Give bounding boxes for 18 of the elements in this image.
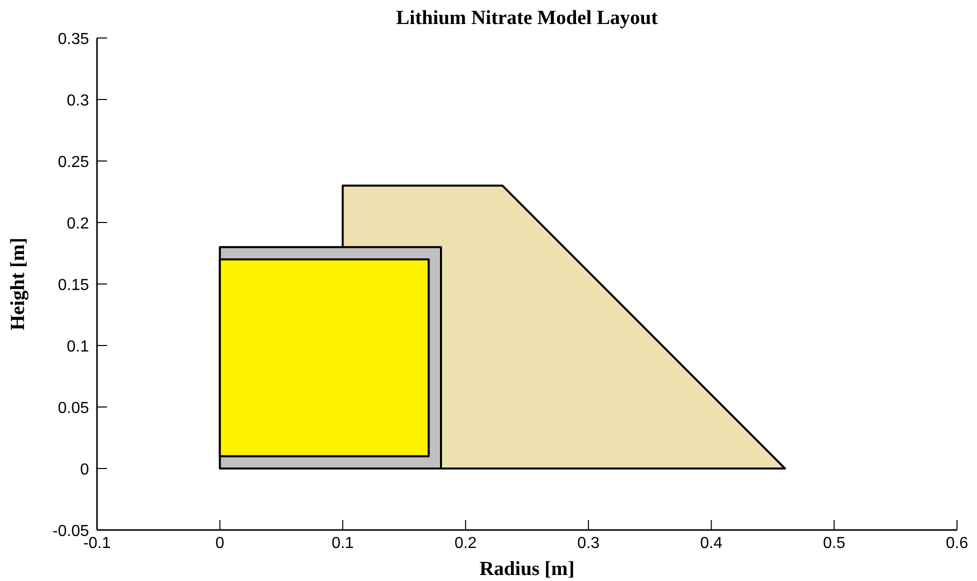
y-tick-label: 0.1 xyxy=(66,338,90,356)
x-tick-label: 0.2 xyxy=(454,535,477,552)
x-tick-label: 0.4 xyxy=(700,535,723,552)
x-tick-label: 0.3 xyxy=(577,535,600,552)
x-axis-title: Radius [m] xyxy=(479,558,575,580)
x-tick-label: 0.6 xyxy=(946,535,968,552)
y-tick-label: 0.15 xyxy=(58,277,90,294)
y-tick-label: 0.35 xyxy=(58,31,90,48)
y-tick-label: 0.2 xyxy=(66,216,90,232)
x-tick-label: 0.1 xyxy=(332,535,354,552)
y-axis-title: Height [m] xyxy=(7,238,29,330)
y-tick-label: 0.25 xyxy=(58,154,90,171)
y-tick-label: 0 xyxy=(80,462,90,478)
x-tick-label: 0.5 xyxy=(823,535,846,552)
y-tick-label: 0.05 xyxy=(58,400,90,417)
chart-title: Lithium Nitrate Model Layout xyxy=(396,7,658,29)
y-tick-label: 0.3 xyxy=(66,92,90,110)
x-tick-label: 0 xyxy=(215,535,224,552)
